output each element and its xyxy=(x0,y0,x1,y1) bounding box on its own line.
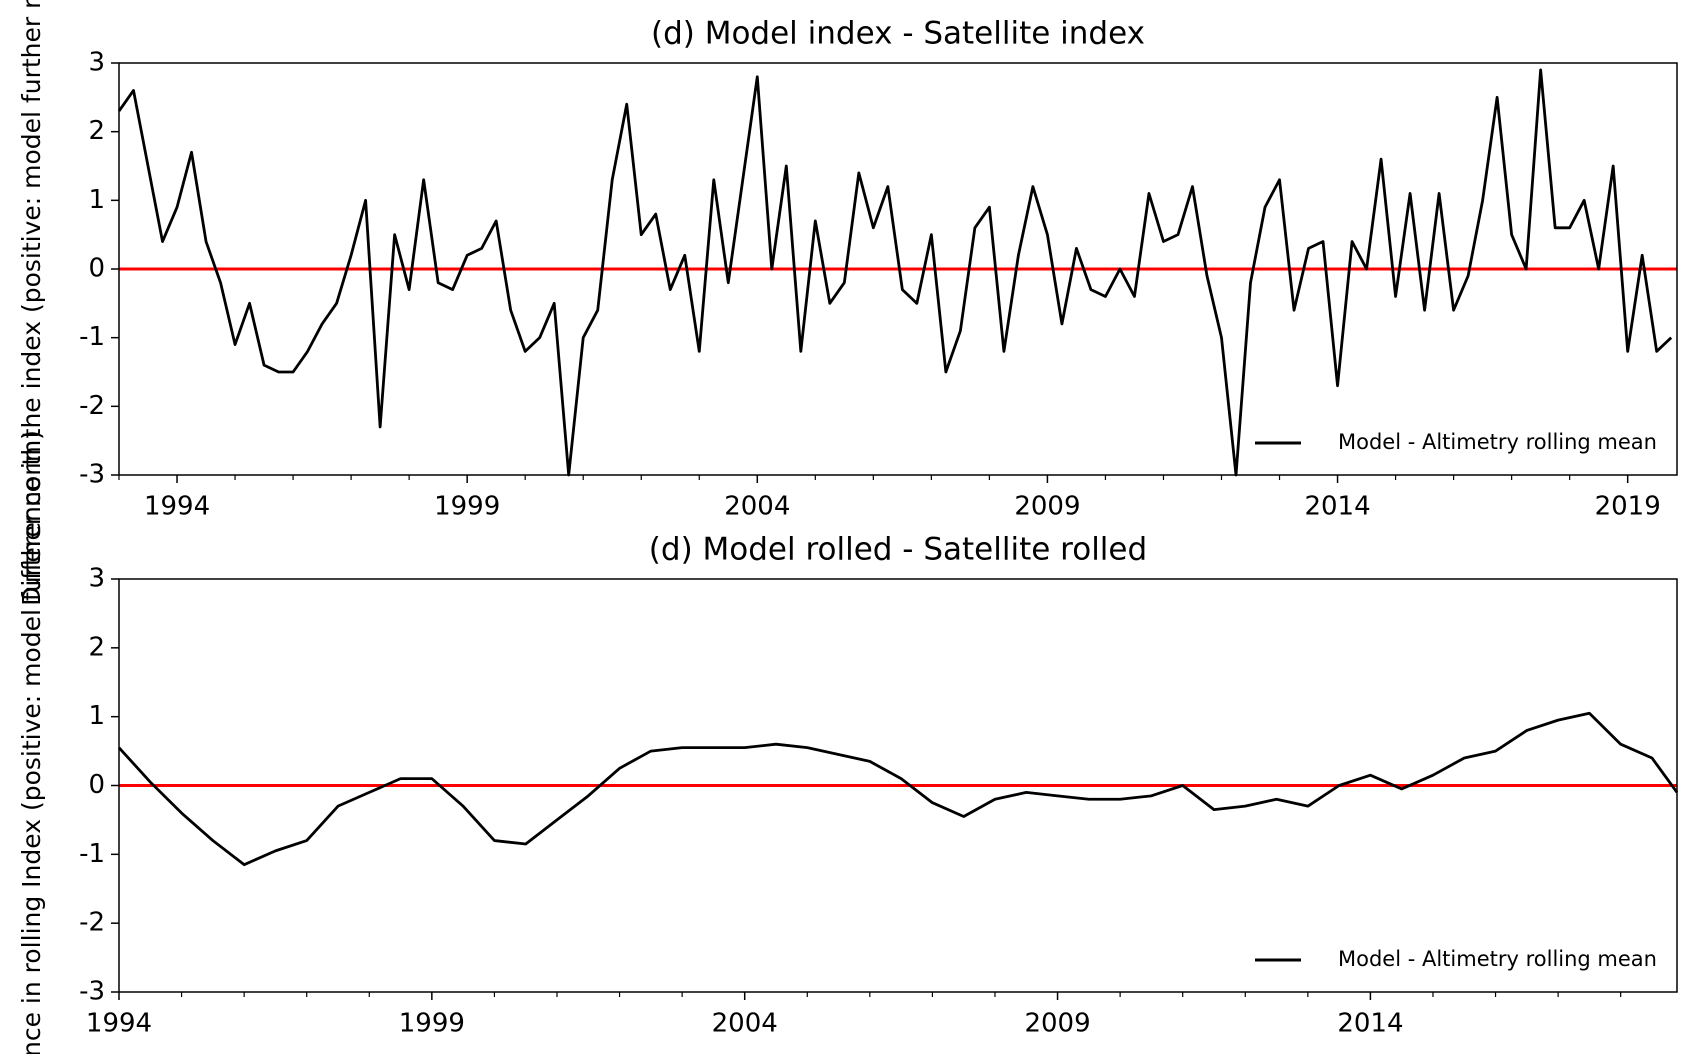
y-tick-label: -1 xyxy=(79,322,105,352)
data-line xyxy=(117,68,1673,477)
x-tick-label: 2014 xyxy=(1337,1009,1403,1039)
chart-title: (d) Model rolled - Satellite rolled xyxy=(649,532,1147,568)
x-tick-label: 1999 xyxy=(399,1009,465,1039)
x-tick-label: 2004 xyxy=(712,1009,778,1039)
y-tick-label: 3 xyxy=(88,564,105,594)
x-tick-label: 1999 xyxy=(434,492,500,522)
y-tick-label: -3 xyxy=(79,460,105,490)
y-tick-label: 1 xyxy=(88,701,105,731)
y-tick-label: 3 xyxy=(88,48,105,78)
legend-label: Model - Altimetry rolling mean xyxy=(1338,430,1657,454)
x-tick-label: 2009 xyxy=(1024,1009,1090,1039)
y-tick-label: 0 xyxy=(88,254,105,284)
chart-title: (d) Model index - Satellite index xyxy=(651,16,1145,52)
x-tick-label: 1994 xyxy=(144,492,210,522)
axes-frame xyxy=(118,62,1678,476)
y-tick-label: 2 xyxy=(88,632,105,662)
y-tick-label: 2 xyxy=(88,116,105,146)
y-tick-label: -1 xyxy=(79,839,105,869)
y-tick-label: -2 xyxy=(79,391,105,421)
legend-label: Model - Altimetry rolling mean xyxy=(1338,947,1657,971)
x-tick-label: 2004 xyxy=(724,492,790,522)
x-tick-label: 2009 xyxy=(1014,492,1080,522)
y-axis-label: Difference in rolling Index (positive: m… xyxy=(17,430,46,1054)
x-tick-label: 1994 xyxy=(86,1009,152,1039)
y-axis-label: Difference in the index (positive: model… xyxy=(17,0,46,606)
y-tick-label: 0 xyxy=(88,770,105,800)
axes-frame xyxy=(118,578,1678,993)
x-tick-label: 2014 xyxy=(1304,492,1370,522)
y-tick-label: 1 xyxy=(88,185,105,215)
x-tick-label: 2019 xyxy=(1595,492,1661,522)
y-tick-label: -2 xyxy=(79,908,105,938)
y-tick-label: -3 xyxy=(79,977,105,1007)
data-line xyxy=(117,711,1679,867)
